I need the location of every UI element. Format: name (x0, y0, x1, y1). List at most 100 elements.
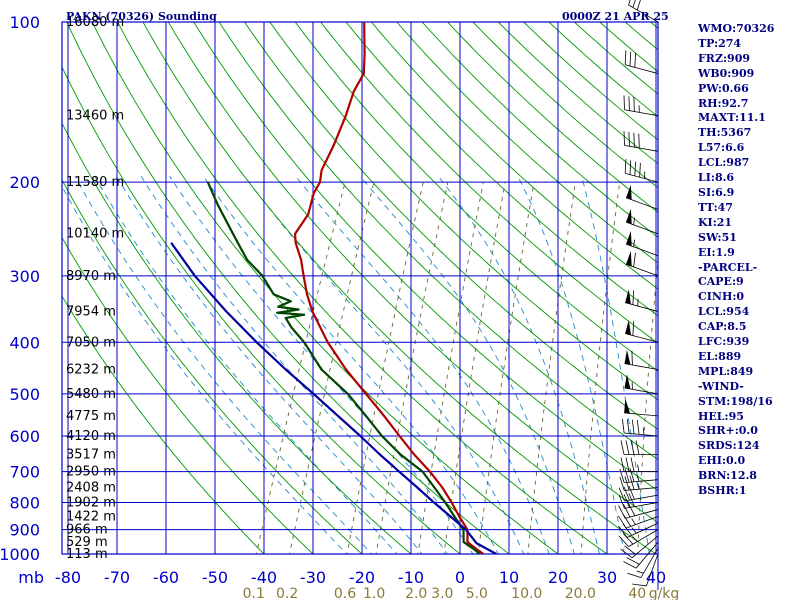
moist-adiabat-line (74, 176, 373, 554)
wind-barb (632, 553, 659, 587)
stat-item: SW:51 (698, 230, 737, 244)
wind-barb-staff (625, 333, 659, 343)
stats-panel: WMO:70326 TP:274 FRZ:909 WB0:909 PW:0.66 RH:9… (698, 22, 774, 499)
wind-barb (624, 349, 659, 370)
wind-barb-flag (623, 504, 631, 518)
wind-barb-flag (623, 561, 637, 569)
dry-adiabat-line (91, 22, 559, 554)
wind-barb (618, 485, 659, 502)
wind-barb (625, 251, 659, 277)
wind-barb-staff (645, 553, 659, 587)
wind-barb-staff (624, 487, 659, 491)
wind-barb (625, 230, 659, 257)
wind-barb-halfflag (633, 217, 635, 225)
dry-adiabat-line (62, 66, 461, 554)
height-label: 1422 m (66, 509, 116, 524)
wind-barb-flag (619, 476, 625, 491)
wind-barb-staff (624, 144, 659, 152)
wind-barb (623, 95, 659, 117)
dry-adiabat-line (345, 22, 658, 317)
chart-title: PAKN (70326) Sounding (66, 10, 217, 23)
wind-barb-flag (623, 131, 625, 146)
stat-item: BSHR:1 (698, 484, 747, 498)
wind-barb-staff (625, 243, 659, 257)
wind-barb (624, 398, 659, 417)
wind-barb-flag (639, 162, 641, 178)
moist-adiabat-line (140, 176, 448, 554)
stat-item: LCL:954 (698, 305, 750, 319)
wind-barb-staff (625, 172, 659, 183)
mixing-ratio-line (527, 182, 576, 554)
wind-barb-flag (623, 95, 625, 110)
stat-item: -WIND- (698, 379, 744, 393)
height-label: 529 m (66, 535, 108, 550)
stat-item: WB0:909 (698, 66, 755, 80)
height-label: 7954 m (66, 304, 116, 319)
wind-barb (621, 418, 659, 437)
wind-barb-staff (640, 547, 659, 578)
wind-barb-staff (628, 529, 659, 548)
wind-barb-flag (627, 502, 636, 516)
temperature-profile (294, 22, 485, 554)
wind-barb-flag (633, 97, 635, 112)
wind-barb-flag (621, 418, 625, 434)
height-label: 7050 m (66, 335, 116, 350)
mixing-ratio-line (346, 182, 424, 554)
wind-barb-flag (625, 457, 630, 472)
temperature-tick-label: 10 (499, 568, 519, 587)
wind-barb-pennant (624, 398, 631, 414)
mixing-ratio-line (637, 257, 658, 554)
dry-adiabat-line (320, 22, 658, 344)
pressure-unit-label: mb (18, 568, 44, 587)
stat-item: HEL:95 (698, 409, 744, 423)
wind-barb-flag (626, 557, 640, 565)
pressure-temperature-grid (61, 21, 659, 590)
mixing-ratio-line (580, 182, 621, 554)
stat-item: BRN:12.8 (698, 469, 757, 483)
mixing-ratio-line (375, 182, 449, 554)
wind-barb-staff (625, 509, 659, 519)
wind-barb-flag (628, 485, 635, 500)
wind-barb-flag (636, 420, 640, 435)
temperature-tick-label: -30 (300, 568, 326, 587)
wind-barb-halfflag (631, 527, 637, 534)
wind-barb-flag (632, 583, 647, 587)
height-label: 13460 m (66, 109, 124, 124)
wind-barb-flag (630, 457, 635, 472)
moist-adiabats (62, 176, 650, 554)
moist-adiabat-line (62, 185, 348, 554)
stat-item: CAPE:9 (698, 275, 744, 289)
wind-barb (627, 547, 659, 578)
height-label: 5480 m (66, 387, 116, 402)
pressure-tick-label: 600 (9, 427, 40, 446)
moist-adiabat-line (203, 176, 499, 554)
sounding-profiles (170, 22, 497, 554)
height-label: 8970 m (66, 269, 116, 284)
dry-adiabat-line (62, 295, 265, 554)
wind-barb (624, 50, 659, 74)
height-label: 113 m (66, 547, 108, 562)
wind-barb-staff (628, 4, 659, 23)
wind-barb (620, 457, 658, 472)
height-label: 2408 m (66, 481, 116, 496)
stat-item: TT:47 (698, 200, 733, 214)
stat-item: MAXT:11.1 (698, 111, 766, 125)
stat-item: -PARCEL- (698, 260, 758, 274)
wind-barb-flag (618, 505, 626, 519)
stat-item: EI:1.9 (698, 245, 735, 259)
moist-adiabat-line (295, 176, 550, 554)
wind-barb-halfflag (636, 570, 644, 574)
mixing-ratio-line (443, 182, 506, 554)
stat-item: STM:198/16 (698, 394, 773, 408)
temperature-tick-label: 30 (597, 568, 617, 587)
wind-barb (624, 159, 659, 183)
mixing-ratio-unit-label: g/kg (649, 586, 680, 600)
dry-adiabat-line (62, 178, 363, 554)
mixing-ratio-tick-label: 2.0 (405, 586, 427, 600)
wind-barb-flag (628, 96, 630, 111)
height-label: 11580 m (66, 175, 124, 190)
wind-barb (625, 208, 659, 235)
mixing-ratio-tick-label: 40 (628, 586, 646, 600)
dry-adiabat-line (193, 22, 658, 492)
stat-item: LFC:939 (698, 335, 750, 349)
